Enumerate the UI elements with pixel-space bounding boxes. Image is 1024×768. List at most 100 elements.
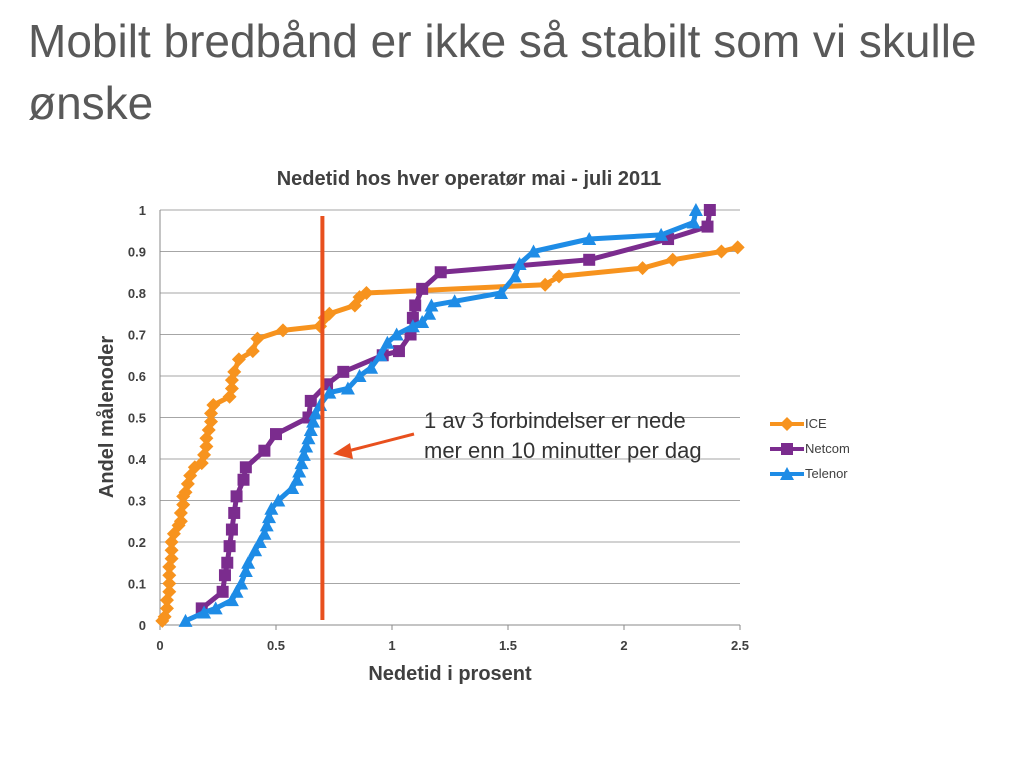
- legend-label-ice: ICE: [805, 416, 827, 431]
- data-point-ice: [730, 240, 745, 255]
- data-point-telenor: [252, 535, 267, 548]
- data-point-telenor: [234, 576, 249, 590]
- data-point-ice: [231, 352, 246, 367]
- data-point-telenor: [389, 327, 404, 341]
- data-point-ice: [227, 364, 242, 379]
- data-point-telenor: [299, 439, 314, 453]
- legend-item-netcom: Netcom: [770, 441, 850, 456]
- data-point-telenor: [303, 422, 318, 436]
- x-tick-label: 1.5: [499, 638, 517, 653]
- annotation-line-1: 1 av 3 forbindelser er nede: [424, 408, 686, 433]
- data-point-telenor: [259, 518, 274, 532]
- data-point-telenor: [424, 298, 439, 312]
- data-point-ice: [245, 344, 260, 359]
- data-point-netcom: [434, 266, 447, 279]
- data-point-netcom: [409, 299, 422, 312]
- data-point-ice: [322, 306, 337, 321]
- y-tick-label: 0.8: [128, 286, 146, 301]
- data-point-telenor: [526, 244, 541, 258]
- legend-marker-telenor: [780, 467, 794, 480]
- data-point-ice: [224, 381, 239, 396]
- data-point-netcom: [583, 253, 596, 266]
- data-point-ice: [204, 414, 219, 429]
- y-axis-ticks: 0 0.1 0.2 0.3 0.4 0.5 0.6 0.7 0.8 0.9 1: [128, 203, 147, 633]
- data-point-telenor: [405, 319, 420, 333]
- data-point-telenor: [654, 227, 669, 241]
- data-point-netcom: [337, 365, 350, 378]
- data-point-ice: [162, 584, 177, 599]
- data-point-telenor: [686, 215, 701, 229]
- y-tick-label: 0.2: [128, 535, 146, 550]
- data-point-telenor: [262, 510, 277, 524]
- legend-label-telenor: Telenor: [805, 466, 848, 481]
- data-point-ice: [162, 568, 177, 583]
- y-tick-label: 0.4: [128, 452, 147, 467]
- y-tick-label: 0.5: [128, 411, 146, 426]
- y-tick-label: 0: [139, 618, 146, 633]
- data-point-telenor: [582, 232, 597, 246]
- data-point-telenor: [301, 431, 316, 445]
- data-point-telenor: [224, 593, 239, 607]
- y-tick-label: 1: [139, 203, 146, 218]
- data-point-netcom: [230, 490, 243, 503]
- data-point-telenor: [340, 381, 355, 395]
- y-tick-label: 0.6: [128, 369, 146, 384]
- data-point-ice: [665, 252, 680, 267]
- x-tick-label: 1: [388, 638, 395, 653]
- data-point-telenor: [289, 472, 304, 486]
- data-point-ice: [164, 543, 179, 558]
- y-axis-label: Andel målenoder: [95, 336, 118, 498]
- data-point-telenor: [296, 447, 311, 461]
- series-ice: [155, 240, 745, 628]
- data-point-telenor: [257, 526, 272, 540]
- data-point-telenor: [494, 286, 509, 299]
- data-point-telenor: [512, 256, 527, 270]
- data-point-telenor: [415, 315, 430, 329]
- annotation-text: 1 av 3 forbindelser er nede mer enn 10 m…: [424, 406, 764, 466]
- data-point-telenor: [688, 203, 703, 216]
- data-point-ice: [162, 576, 177, 591]
- x-tick-label: 2.5: [731, 638, 749, 653]
- data-point-netcom: [228, 506, 241, 519]
- data-point-netcom: [258, 444, 271, 457]
- data-point-netcom: [701, 220, 714, 233]
- data-point-telenor: [208, 601, 223, 615]
- annotation-arrow-line: [347, 432, 415, 453]
- data-point-ice: [164, 551, 179, 566]
- x-tick-label: 2: [620, 638, 627, 653]
- x-axis-label: Nedetid i prosent: [368, 663, 532, 685]
- x-axis-ticks: 0 0.5 1 1.5 2 2.5: [156, 638, 749, 653]
- y-tick-label: 0.9: [128, 245, 146, 260]
- data-point-netcom: [221, 556, 234, 569]
- data-point-netcom: [703, 204, 716, 216]
- data-point-telenor: [229, 584, 244, 598]
- legend-item-ice: ICE: [770, 416, 827, 431]
- data-point-netcom: [416, 282, 429, 295]
- legend: ICE Netcom Telenor: [770, 416, 850, 481]
- data-point-ice: [552, 269, 567, 284]
- data-point-netcom: [304, 394, 317, 407]
- data-point-netcom: [237, 473, 250, 486]
- data-point-telenor: [352, 369, 367, 382]
- data-point-ice: [538, 277, 553, 292]
- data-point-ice: [199, 439, 214, 454]
- data-point-ice: [250, 331, 265, 346]
- data-point-telenor: [373, 348, 388, 362]
- data-point-telenor: [292, 464, 307, 478]
- series-layer: [155, 203, 745, 628]
- annotation-arrow-head: [333, 443, 353, 459]
- data-point-telenor: [308, 406, 323, 420]
- data-point-telenor: [241, 555, 256, 569]
- y-tick-label: 0.3: [128, 494, 146, 509]
- data-point-telenor: [422, 306, 437, 320]
- data-point-telenor: [364, 360, 379, 374]
- data-point-telenor: [248, 543, 263, 557]
- data-point-ice: [359, 286, 374, 300]
- data-point-ice: [635, 261, 650, 276]
- data-point-telenor: [178, 613, 193, 627]
- annotation-line-2: mer enn 10 minutter per dag: [424, 438, 702, 463]
- data-point-ice: [714, 244, 729, 259]
- data-point-ice: [206, 398, 221, 413]
- data-point-telenor: [238, 564, 253, 578]
